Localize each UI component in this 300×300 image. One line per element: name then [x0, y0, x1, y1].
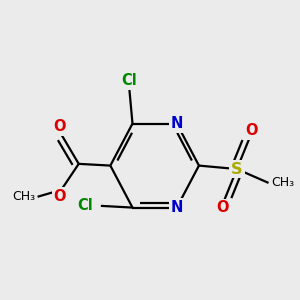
- Text: CH₃: CH₃: [271, 176, 294, 189]
- Text: N: N: [171, 200, 183, 215]
- Text: Cl: Cl: [122, 73, 137, 88]
- Text: Cl: Cl: [77, 198, 93, 213]
- Text: O: O: [53, 189, 66, 204]
- Text: S: S: [231, 162, 243, 177]
- Text: O: O: [53, 119, 66, 134]
- Text: O: O: [216, 200, 229, 215]
- Text: CH₃: CH₃: [12, 190, 35, 203]
- Text: N: N: [171, 116, 183, 131]
- Text: O: O: [245, 123, 257, 138]
